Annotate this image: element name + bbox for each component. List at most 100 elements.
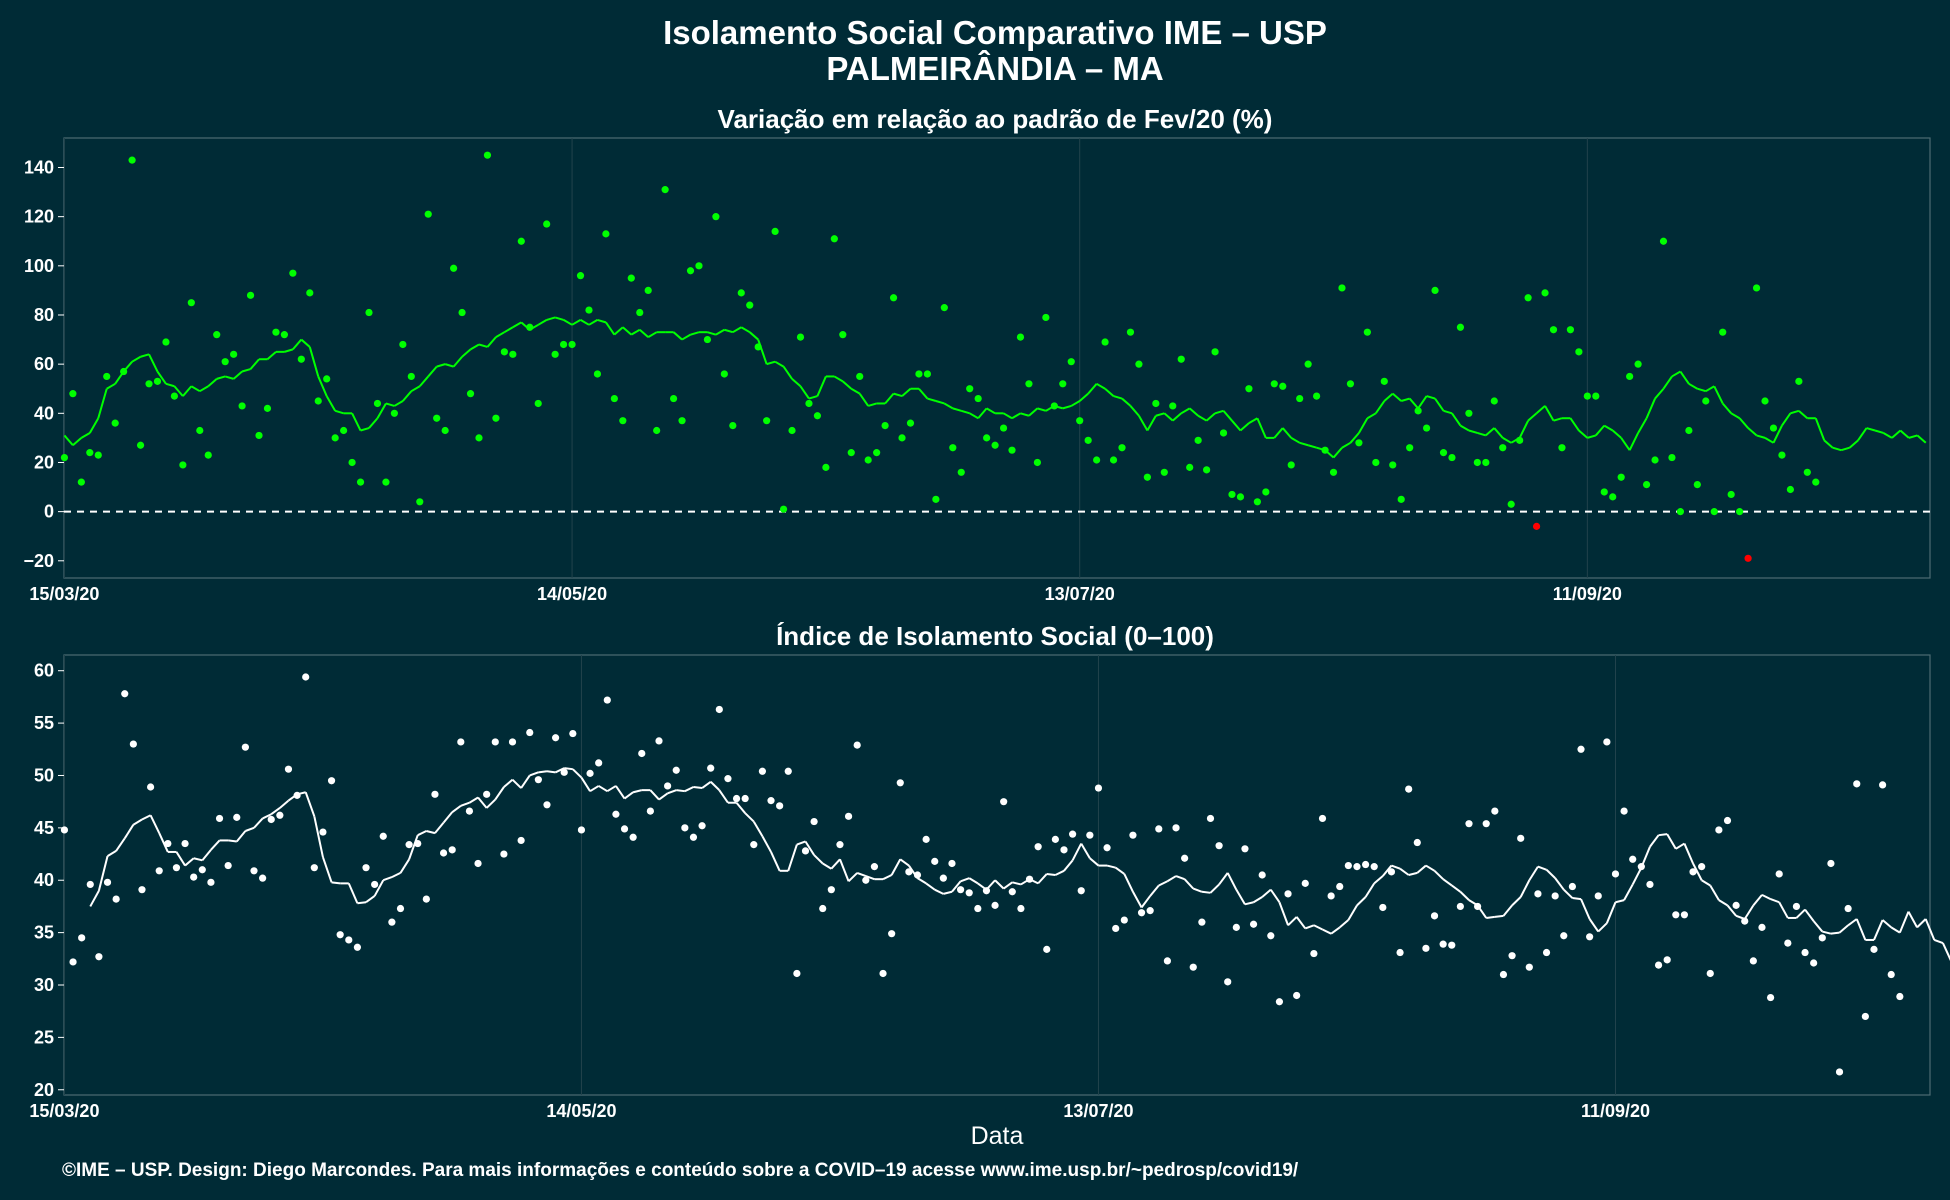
data-point xyxy=(1169,402,1177,410)
moving-average-segment xyxy=(1658,833,1668,837)
data-point xyxy=(1353,863,1361,871)
data-point xyxy=(60,453,69,462)
moving-average-segment xyxy=(368,417,379,429)
data-point xyxy=(233,813,241,821)
data-point xyxy=(457,738,465,746)
data-point xyxy=(255,431,263,440)
moving-average-segment xyxy=(1166,875,1177,883)
data-point xyxy=(966,385,974,393)
moving-average-segment xyxy=(419,375,429,387)
moving-average-segment xyxy=(1282,427,1292,439)
data-point xyxy=(1634,360,1642,368)
data-point xyxy=(1732,901,1740,909)
data-point xyxy=(1253,498,1261,506)
data-point xyxy=(1051,835,1059,843)
moving-average-segment xyxy=(451,805,462,813)
moving-average-segment xyxy=(1079,392,1089,402)
moving-average-segment xyxy=(1662,375,1673,390)
data-point xyxy=(1835,1068,1844,1076)
data-point xyxy=(204,451,212,459)
data-point xyxy=(763,417,771,425)
data-point xyxy=(77,478,85,486)
moving-average-segment xyxy=(284,348,294,353)
data-point xyxy=(1177,355,1185,363)
data-point xyxy=(750,841,758,849)
moving-average-segment xyxy=(833,375,844,383)
x-tick-label: 15/03/20 xyxy=(29,1101,99,1121)
data-point xyxy=(147,783,155,791)
moving-average-segment xyxy=(597,318,607,324)
data-point xyxy=(1534,890,1542,898)
moving-average-segment xyxy=(605,321,616,336)
data-point xyxy=(1413,838,1421,847)
data-point xyxy=(345,936,353,944)
moving-average-segment xyxy=(761,835,772,853)
data-point xyxy=(302,673,310,681)
data-point xyxy=(1560,932,1568,940)
data-point xyxy=(1465,820,1473,828)
data-point xyxy=(862,876,870,884)
data-point xyxy=(289,269,297,277)
moving-average-segment xyxy=(1553,417,1563,422)
moving-average-segment xyxy=(1671,370,1681,378)
data-point xyxy=(1465,409,1473,417)
data-point xyxy=(983,434,991,442)
moving-average-segment xyxy=(1747,427,1758,437)
moving-average-segment xyxy=(1261,888,1272,898)
data-point xyxy=(517,237,525,245)
data-point xyxy=(686,267,695,275)
moving-average-segment xyxy=(1183,878,1194,890)
moving-average-segment xyxy=(279,799,290,809)
data-point xyxy=(703,335,712,344)
data-point xyxy=(784,767,792,775)
moving-average-segment xyxy=(1873,919,1884,941)
data-point xyxy=(336,931,344,939)
data-point xyxy=(187,299,195,307)
moving-average-segment xyxy=(1713,385,1724,404)
moving-average-segment xyxy=(351,412,362,431)
data-point xyxy=(620,825,629,833)
moving-average-segment xyxy=(893,392,903,398)
data-point xyxy=(1267,932,1275,940)
data-point xyxy=(306,289,314,297)
data-point xyxy=(776,802,784,810)
moving-average-segment xyxy=(1847,918,1858,927)
data-point xyxy=(1025,380,1033,388)
moving-average-segment xyxy=(701,780,712,789)
moving-average-segment xyxy=(1366,412,1377,420)
data-point xyxy=(810,817,818,826)
data-point xyxy=(1549,326,1558,334)
data-point xyxy=(939,874,947,882)
data-point xyxy=(1143,473,1151,481)
data-point xyxy=(1603,738,1611,746)
data-point xyxy=(1379,903,1387,912)
data-point xyxy=(913,871,922,879)
moving-average-segment xyxy=(1330,926,1341,935)
data-point xyxy=(619,417,627,425)
moving-average-segment xyxy=(546,316,556,321)
moving-average-segment xyxy=(210,839,221,851)
data-point xyxy=(664,782,672,790)
moving-average-segment xyxy=(1770,898,1780,904)
data-point xyxy=(586,769,594,777)
data-point xyxy=(741,794,749,803)
data-point xyxy=(1651,456,1659,464)
moving-average-segment xyxy=(1347,904,1358,921)
data-point xyxy=(1844,904,1852,913)
data-point xyxy=(788,426,796,435)
y-tick-label: 100 xyxy=(24,256,54,276)
data-point xyxy=(1152,399,1160,408)
moving-average-segment xyxy=(1838,924,1849,934)
moving-average-segment xyxy=(1519,879,1531,898)
panel-bottom-title: Índice de Isolamento Social (0–100) xyxy=(776,621,1214,651)
data-point xyxy=(1293,991,1301,1000)
data-point xyxy=(957,468,965,476)
data-point xyxy=(906,419,915,427)
data-point xyxy=(474,859,482,868)
moving-average-segment xyxy=(1070,400,1081,407)
data-point xyxy=(1186,463,1194,471)
data-point xyxy=(1211,348,1219,356)
data-point xyxy=(1329,468,1338,476)
moving-average-segment xyxy=(1269,889,1281,903)
data-point xyxy=(246,291,255,299)
